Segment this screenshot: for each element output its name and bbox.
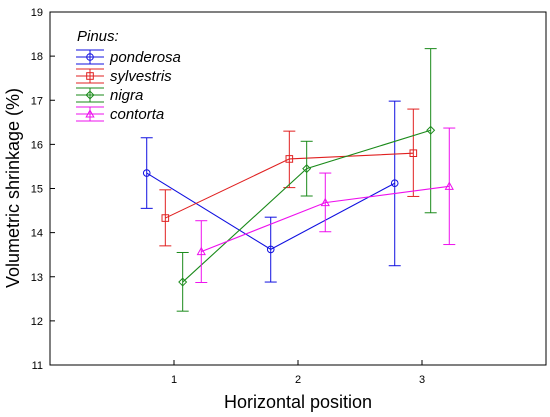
data-point — [285, 155, 294, 163]
series-ponderosa — [140, 100, 401, 283]
data-point — [142, 169, 151, 177]
series-sylvestris — [159, 108, 420, 247]
y-axis: 11 12 13 14 15 16 17 18 19 — [31, 7, 55, 372]
series-line — [165, 152, 414, 219]
series-line — [182, 129, 431, 283]
series-line — [201, 185, 450, 253]
y-tick-label: 18 — [31, 51, 43, 63]
legend-marker — [86, 53, 94, 61]
y-tick-label: 11 — [32, 360, 43, 372]
data-point — [178, 277, 188, 287]
data-point — [390, 179, 399, 188]
series-nigra — [176, 48, 437, 312]
y-tick-label: 17 — [31, 95, 43, 107]
legend-marker — [85, 90, 95, 100]
data-point — [426, 125, 436, 135]
legend-label: ponderosa — [109, 49, 181, 66]
data-point — [266, 245, 275, 254]
x-tick-label: 1 — [171, 374, 177, 386]
y-tick-label: 14 — [31, 228, 43, 240]
legend-label: contorta — [110, 106, 164, 123]
data-point — [320, 197, 330, 207]
x-tick-label: 3 — [419, 374, 425, 386]
y-tick-label: 16 — [31, 139, 43, 151]
data-point — [444, 181, 454, 190]
legend-marker — [85, 109, 95, 118]
legend-label: nigra — [110, 87, 143, 104]
data-point — [196, 246, 206, 256]
series-line — [146, 172, 395, 251]
x-axis-title: Horizontal position — [224, 392, 372, 412]
x-axis: 1 2 3 — [171, 360, 425, 386]
legend: Pinus: ponderosa sylvestris nigra contorta — [76, 28, 181, 123]
legend-item-contorta: contorta — [76, 106, 164, 123]
data-point — [409, 149, 418, 157]
legend-item-ponderosa: ponderosa — [76, 49, 181, 66]
y-axis-title: Volumetric shrinkage (%) — [3, 88, 23, 288]
data-point — [161, 214, 170, 222]
data-point — [302, 164, 312, 174]
plot-area — [140, 48, 456, 312]
legend-label: sylvestris — [110, 68, 172, 85]
x-tick-label: 2 — [295, 374, 301, 386]
legend-title: Pinus: — [77, 28, 119, 45]
legend-item-nigra: nigra — [76, 87, 143, 104]
y-tick-label: 19 — [31, 7, 43, 19]
y-tick-label: 12 — [31, 316, 43, 328]
series-contorta — [195, 127, 456, 283]
legend-marker — [86, 72, 94, 80]
legend-item-sylvestris: sylvestris — [76, 68, 172, 85]
y-tick-label: 15 — [31, 184, 43, 196]
y-tick-label: 13 — [31, 272, 43, 284]
